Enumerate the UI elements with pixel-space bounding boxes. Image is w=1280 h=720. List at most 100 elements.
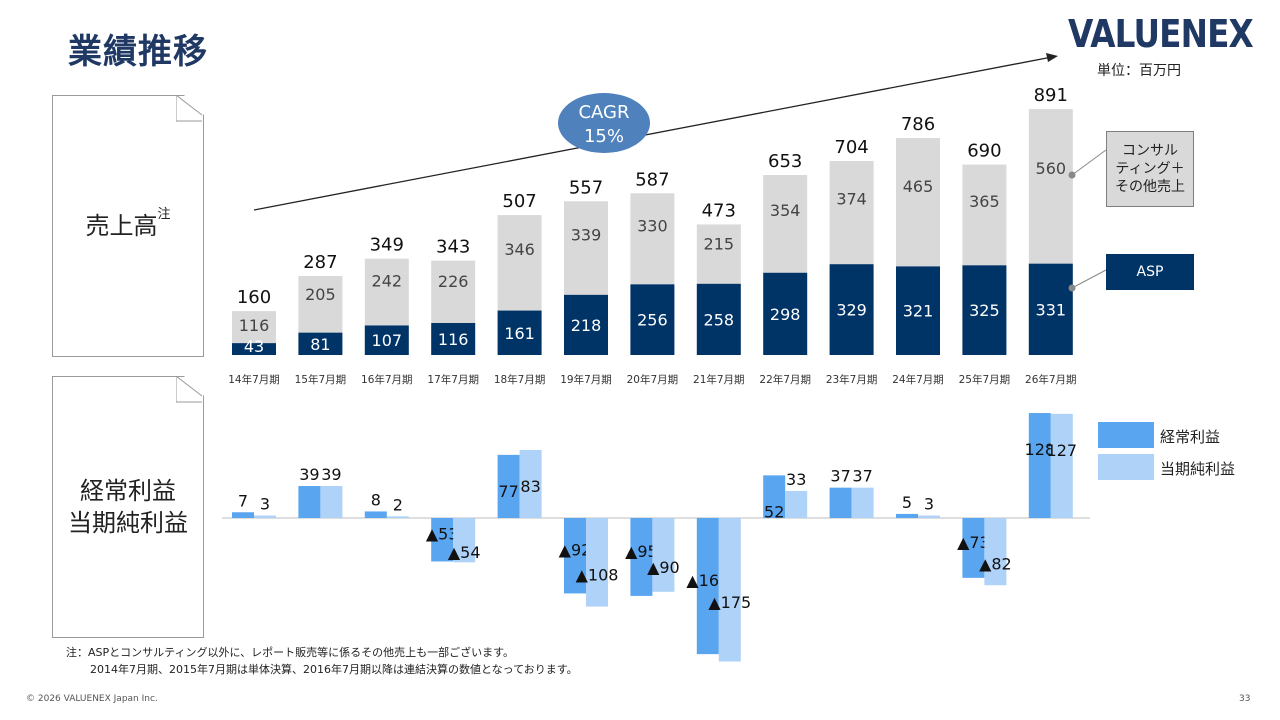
consulting-value-label: 215 bbox=[704, 234, 735, 253]
category-label: 16年7月期 bbox=[361, 373, 413, 386]
ordinary-profit-label: ▲95 bbox=[625, 542, 658, 561]
ordinary-profit-label: ▲92 bbox=[559, 541, 592, 560]
net-profit-label: 37 bbox=[852, 467, 872, 486]
legend-asp: ASP bbox=[1106, 254, 1194, 290]
bar-consulting bbox=[232, 311, 276, 344]
category-label: 18年7月期 bbox=[494, 373, 546, 386]
page-title: 業績推移 bbox=[68, 32, 208, 72]
ordinary-profit-label: ▲73 bbox=[957, 533, 990, 552]
total-value-label: 507 bbox=[502, 191, 536, 212]
bar-net-profit bbox=[519, 449, 542, 518]
bar-asp bbox=[298, 332, 343, 355]
bar-net-profit bbox=[453, 518, 476, 563]
sales-label-box: 売上高注 bbox=[52, 95, 204, 357]
asp-value-label: 331 bbox=[1036, 300, 1067, 319]
bar-asp bbox=[564, 294, 608, 355]
cagr-value: 15% bbox=[584, 126, 624, 147]
bar-net-profit bbox=[718, 518, 741, 662]
total-value-label: 704 bbox=[834, 137, 868, 158]
bar-consulting bbox=[298, 276, 343, 333]
bar-ordinary-profit bbox=[896, 513, 918, 518]
category-label: 23年7月期 bbox=[826, 373, 878, 386]
total-value-label: 587 bbox=[635, 169, 669, 190]
bar-net-profit bbox=[785, 490, 808, 518]
category-label: 19年7月期 bbox=[560, 373, 612, 386]
bar-asp bbox=[1028, 263, 1073, 355]
bar-ordinary-profit bbox=[364, 511, 387, 518]
copyright: © 2026 VALUENEX Japan Inc. bbox=[26, 694, 158, 704]
bar-asp bbox=[829, 264, 874, 355]
bar-ordinary-profit bbox=[962, 518, 985, 578]
bar-consulting bbox=[896, 138, 940, 267]
bar-consulting bbox=[696, 224, 741, 284]
net-profit-label: 3 bbox=[924, 495, 934, 514]
bar-ordinary-profit bbox=[763, 475, 786, 518]
legend-consulting-line: コンサル bbox=[1122, 142, 1178, 159]
bar-consulting bbox=[497, 215, 542, 311]
consulting-value-label: 365 bbox=[969, 192, 1000, 211]
legend-ordinary-swatch bbox=[1098, 422, 1154, 448]
valuenex-logo: VALUENEX bbox=[1068, 12, 1254, 56]
cagr-arrow bbox=[253, 53, 1058, 211]
ordinary-profit-label: 52 bbox=[764, 502, 784, 521]
bar-asp bbox=[896, 266, 940, 355]
total-value-label: 891 bbox=[1034, 85, 1068, 106]
asp-value-label: 161 bbox=[504, 324, 535, 343]
net-profit-label: ▲82 bbox=[979, 555, 1012, 574]
net-profit-label: ▲54 bbox=[448, 543, 481, 562]
ordinary-profit-label: 77 bbox=[498, 482, 518, 501]
profit-label-box: 経常利益 当期純利益 bbox=[52, 376, 204, 638]
asp-value-label: 218 bbox=[571, 316, 602, 335]
bar-consulting bbox=[364, 258, 409, 326]
ordinary-profit-label: 39 bbox=[299, 465, 319, 484]
bar-asp bbox=[630, 284, 675, 355]
bar-net-profit bbox=[386, 516, 409, 518]
sales-note-mark: 注 bbox=[157, 206, 171, 222]
bar-net-profit bbox=[586, 518, 608, 607]
footnote-line: 注：ASPとコンサルティング以外に、レポート販売等に係るその他売上も一部ございま… bbox=[66, 646, 515, 659]
total-value-label: 343 bbox=[436, 237, 470, 258]
bar-ordinary-profit bbox=[1028, 413, 1051, 518]
consulting-value-label: 116 bbox=[239, 316, 270, 335]
net-profit-label: 33 bbox=[786, 470, 806, 489]
ordinary-profit-label: 5 bbox=[902, 493, 912, 512]
ordinary-profit-label: ▲166 bbox=[686, 571, 729, 590]
category-label: 17年7月期 bbox=[427, 373, 479, 386]
asp-value-label: 321 bbox=[903, 302, 934, 321]
total-value-label: 653 bbox=[768, 151, 802, 172]
net-profit-label: ▲90 bbox=[647, 558, 680, 577]
total-value-label: 473 bbox=[702, 200, 736, 221]
sales-label: 売上高 bbox=[85, 211, 158, 240]
net-profit-label: 83 bbox=[520, 477, 540, 496]
bar-net-profit bbox=[984, 518, 1007, 586]
bar-consulting bbox=[962, 164, 1007, 266]
cagr-badge: CAGR 15% bbox=[558, 93, 650, 153]
net-profit-label: ▲108 bbox=[576, 565, 619, 584]
bar-asp bbox=[763, 272, 808, 355]
ordinary-profit-label: 8 bbox=[371, 490, 381, 509]
consulting-value-label: 374 bbox=[836, 189, 867, 208]
bar-ordinary-profit bbox=[431, 518, 454, 562]
consulting-value-label: 465 bbox=[903, 177, 934, 196]
asp-value-label: 256 bbox=[637, 311, 668, 330]
bar-net-profit bbox=[254, 515, 276, 518]
footnote-line: 2014年7月期、2015年7月期は単体決算、2016年7月期以降は連結決算の数… bbox=[90, 662, 578, 676]
total-value-label: 160 bbox=[237, 287, 271, 308]
bar-ordinary-profit bbox=[696, 518, 719, 655]
legend-net-swatch bbox=[1098, 454, 1154, 480]
bar-consulting bbox=[630, 193, 675, 285]
category-label: 14年7月期 bbox=[228, 373, 280, 386]
asp-value-label: 325 bbox=[969, 301, 1000, 320]
bar-asp bbox=[497, 310, 542, 355]
category-label: 24年7月期 bbox=[892, 373, 944, 386]
category-label: 15年7月期 bbox=[295, 373, 347, 386]
asp-value-label: 298 bbox=[770, 305, 801, 324]
page-number: 33 bbox=[1239, 694, 1251, 704]
bar-consulting bbox=[431, 260, 476, 323]
asp-value-label: 258 bbox=[704, 310, 735, 329]
cagr-label: CAGR bbox=[578, 102, 629, 123]
total-value-label: 557 bbox=[569, 177, 603, 198]
bar-asp bbox=[232, 343, 276, 355]
